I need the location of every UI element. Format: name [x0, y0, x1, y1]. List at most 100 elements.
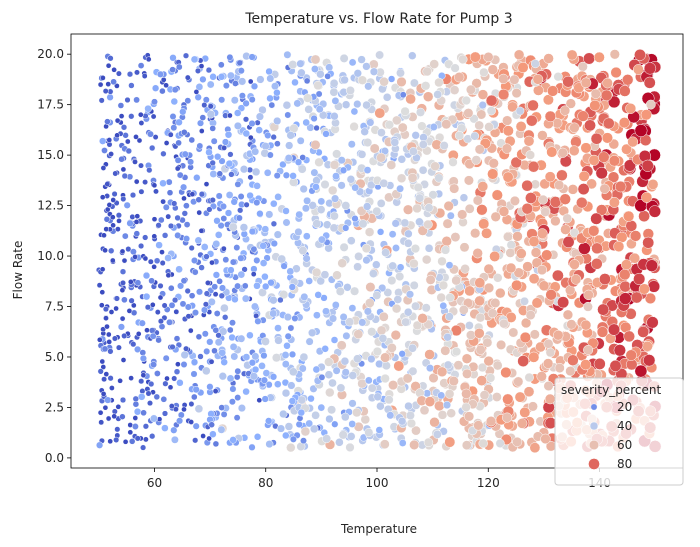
scatter-point — [364, 427, 374, 438]
scatter-point — [623, 210, 635, 222]
chart-title: Temperature vs. Flow Rate for Pump 3 — [244, 11, 512, 27]
scatter-point — [619, 85, 631, 97]
scatter-point — [601, 132, 613, 144]
scatter-point — [133, 230, 141, 237]
scatter-point — [521, 202, 534, 215]
scatter-point — [519, 331, 532, 344]
scatter-point — [103, 315, 109, 322]
scatter-point — [415, 217, 424, 227]
scatter-point — [237, 207, 244, 214]
scatter-point — [201, 102, 208, 109]
scatter-point — [536, 228, 548, 239]
scatter-point — [588, 154, 600, 166]
scatter-point — [641, 191, 653, 203]
scatter-point — [237, 67, 245, 75]
scatter-point — [287, 324, 295, 332]
scatter-point — [105, 81, 112, 87]
scatter-point — [419, 405, 430, 416]
scatter-point — [332, 172, 340, 180]
scatter-point — [584, 119, 596, 132]
scatter-point — [450, 63, 460, 73]
scatter-point — [226, 326, 234, 334]
scatter-point — [207, 297, 216, 306]
scatter-point — [188, 419, 195, 425]
scatter-point — [269, 296, 278, 305]
scatter-point — [230, 352, 239, 361]
scatter-point — [544, 171, 556, 183]
scatter-point — [315, 105, 324, 114]
scatter-point — [462, 368, 473, 379]
scatter-point — [232, 80, 239, 87]
scatter-point — [128, 438, 136, 445]
scatter-point — [544, 110, 557, 123]
scatter-point — [120, 195, 127, 203]
axes-layer: 60801001201400.02.55.07.510.012.515.017.… — [37, 33, 684, 490]
scatter-point — [268, 101, 276, 109]
scatter-point — [159, 179, 167, 188]
scatter-point — [270, 199, 278, 208]
scatter-point — [164, 375, 170, 382]
scatter-point — [580, 142, 592, 154]
y-tick-label: 0.0 — [45, 451, 64, 465]
scatter-point — [155, 336, 162, 344]
scatter-point — [214, 153, 222, 161]
scatter-point — [184, 97, 192, 105]
scatter-point — [181, 129, 188, 136]
scatter-point — [330, 112, 339, 121]
scatter-point — [557, 147, 568, 158]
scatter-point — [609, 49, 620, 60]
scatter-point — [248, 359, 257, 367]
scatter-point — [113, 305, 119, 312]
scatter-point — [398, 350, 406, 358]
scatter-point — [227, 151, 234, 158]
scatter-point — [153, 393, 161, 401]
scatter-point — [303, 77, 311, 85]
scatter-point — [358, 219, 368, 229]
scatter-point — [259, 259, 268, 267]
scatter-point — [206, 80, 215, 89]
scatter-point — [212, 239, 221, 248]
scatter-point — [375, 426, 384, 434]
scatter-point — [422, 66, 432, 77]
scatter-point — [454, 130, 465, 141]
scatter-point — [237, 193, 245, 200]
scatter-point — [437, 256, 447, 266]
scatter-point — [109, 385, 115, 391]
scatter-point — [98, 137, 107, 145]
scatter-point — [226, 71, 235, 80]
scatter-point — [648, 205, 662, 218]
scatter-point — [101, 232, 107, 239]
scatter-point — [193, 174, 201, 182]
y-tick-label: 7.5 — [45, 300, 64, 314]
scatter-point — [459, 242, 470, 253]
scatter-point — [619, 268, 631, 281]
scatter-point — [598, 151, 610, 163]
scatter-point — [350, 107, 359, 116]
scatter-point — [643, 354, 656, 367]
scatter-point — [500, 366, 512, 379]
scatter-point — [110, 222, 116, 229]
scatter-point — [577, 183, 590, 196]
scatter-point — [513, 376, 524, 387]
scatter-point — [520, 317, 532, 329]
scatter-point — [463, 108, 474, 119]
scatter-point — [618, 117, 630, 129]
scatter-point — [474, 277, 486, 289]
scatter-point — [513, 49, 525, 61]
scatter-point — [142, 234, 149, 241]
scatter-point — [625, 349, 637, 361]
scatter-point — [97, 81, 104, 88]
scatter-point — [180, 277, 188, 285]
scatter-point — [224, 130, 233, 139]
scatter-point — [299, 352, 309, 362]
scatter-point — [433, 90, 443, 99]
scatter-point — [149, 414, 158, 423]
scatter-point — [176, 171, 184, 179]
scatter-point — [421, 254, 432, 265]
scatter-point — [527, 160, 540, 173]
scatter-point — [400, 106, 410, 117]
scatter-point — [625, 103, 637, 114]
scatter-point — [119, 315, 126, 322]
scatter-point — [374, 107, 386, 119]
scatter-point — [595, 204, 608, 216]
